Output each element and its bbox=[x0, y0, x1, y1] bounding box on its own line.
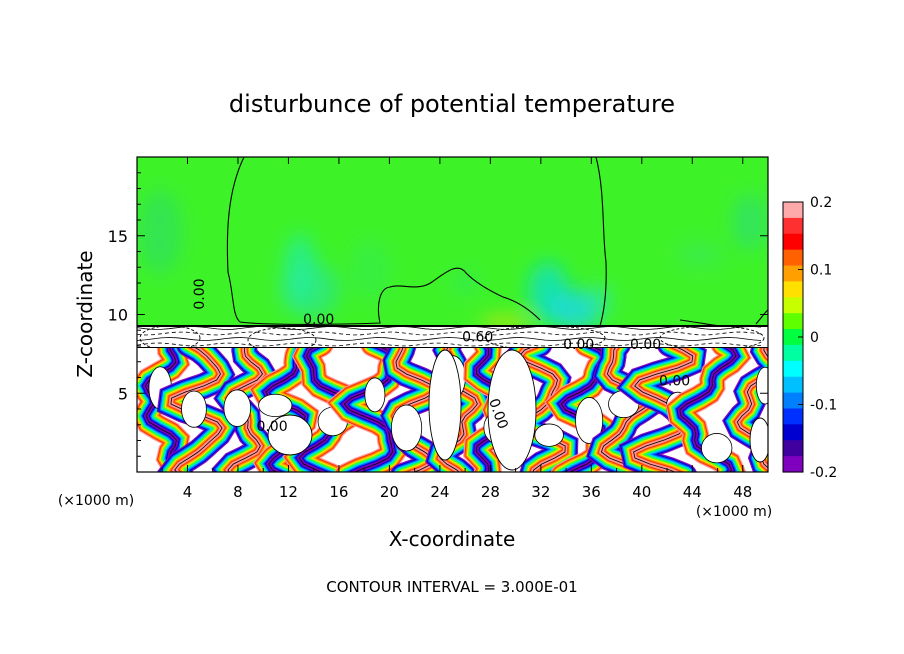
colorbar-swatch bbox=[783, 313, 803, 330]
x-tick-label: 20 bbox=[380, 483, 399, 501]
lower-field bbox=[137, 348, 768, 472]
colorbar: 0.2 0.1 0 -0.1 -0.2 bbox=[782, 195, 837, 481]
plot-area: 0.000.000.60 0.00 0.000.000.00 0.00 bbox=[136, 156, 769, 473]
x-tick-label: 12 bbox=[279, 483, 298, 501]
contour-label: 0.00 bbox=[192, 278, 208, 309]
x-tick-label: 48 bbox=[733, 483, 752, 501]
contour-label: 0.00 bbox=[303, 312, 334, 328]
colorbar-swatch bbox=[783, 249, 803, 267]
colorbar-swatch bbox=[783, 376, 803, 394]
colorbar-swatch bbox=[783, 281, 803, 298]
contour-label: 0.00 bbox=[256, 419, 287, 435]
x-tick-label: 32 bbox=[531, 483, 550, 501]
colorbar-tick-label: 0 bbox=[810, 330, 819, 346]
colorbar-swatch bbox=[783, 360, 803, 378]
contour-label: 0.60 bbox=[462, 329, 493, 345]
contour-label: 0.00 bbox=[563, 337, 594, 353]
y-axis-label: Z-coordinate bbox=[73, 250, 97, 377]
x-unit-left: (×1000 m) bbox=[58, 493, 134, 509]
upper-anomalies bbox=[138, 190, 768, 330]
x-axis: 4 8 12 16 20 24 28 32 36 40 44 48 bbox=[161, 157, 752, 501]
colorbar-tick-label: 0.1 bbox=[810, 263, 832, 279]
x-unit-right: (×1000 m) bbox=[696, 504, 772, 520]
x-axis-label: X-coordinate bbox=[389, 527, 516, 551]
contour-label: 0.00 bbox=[659, 373, 690, 389]
y-tick-label: 10 bbox=[108, 306, 128, 325]
colorbar-swatch bbox=[783, 265, 803, 283]
y-tick-label: 5 bbox=[118, 384, 128, 403]
colorbar-swatch bbox=[783, 297, 803, 314]
colorbar-swatch bbox=[783, 344, 803, 362]
white-band bbox=[137, 326, 768, 348]
x-tick-label: 28 bbox=[481, 483, 500, 501]
colorbar-swatch bbox=[783, 456, 803, 473]
colorbar-swatch bbox=[783, 329, 803, 346]
x-tick-label: 36 bbox=[582, 483, 601, 501]
colorbar-swatch bbox=[783, 217, 803, 235]
x-tick-label: 40 bbox=[632, 483, 651, 501]
y-tick-label: 15 bbox=[108, 227, 128, 246]
colorbar-swatch bbox=[783, 424, 803, 441]
contour-label: 0.00 bbox=[630, 337, 661, 353]
x-tick-label: 16 bbox=[329, 483, 348, 501]
colorbar-tick-label: -0.2 bbox=[810, 465, 837, 481]
chart-title: disturbunce of potential temperature bbox=[229, 90, 675, 118]
x-tick-label: 44 bbox=[683, 483, 702, 501]
colorbar-tick-label: 0.2 bbox=[810, 195, 832, 211]
y-axis: 5 10 15 bbox=[108, 172, 768, 457]
colorbar-swatch bbox=[783, 202, 803, 219]
x-tick-label: 4 bbox=[183, 483, 193, 501]
colorbar-swatch bbox=[783, 408, 803, 425]
x-tick-label: 8 bbox=[233, 483, 243, 501]
colorbar-swatch bbox=[783, 440, 803, 457]
x-tick-label: 24 bbox=[430, 483, 449, 501]
colorbar-tick-label: -0.1 bbox=[810, 398, 837, 414]
colorbar-swatch bbox=[783, 233, 803, 251]
contour-interval-note: CONTOUR INTERVAL = 3.000E-01 bbox=[326, 578, 577, 596]
colorbar-swatch bbox=[783, 392, 803, 410]
